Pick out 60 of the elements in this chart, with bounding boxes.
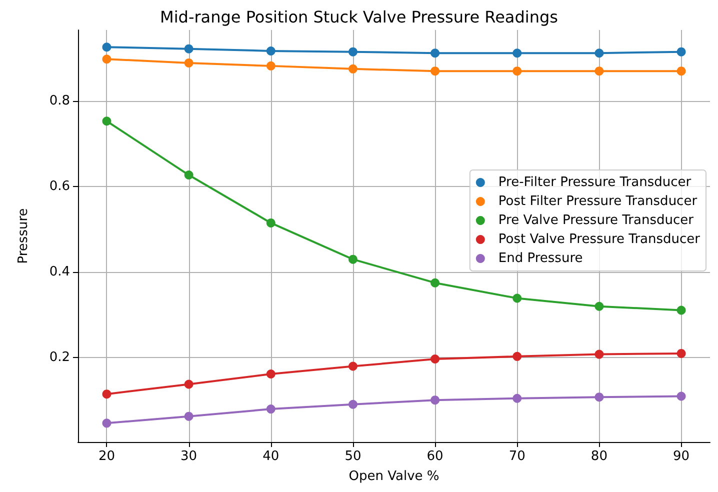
point xyxy=(676,306,686,315)
point xyxy=(102,54,112,64)
point xyxy=(102,116,112,126)
point xyxy=(430,354,440,364)
y-tick-label: 0.6 xyxy=(49,179,70,194)
legend-label: Pre Valve Pressure Transducer xyxy=(498,213,694,228)
legend-label: Post Filter Pressure Transducer xyxy=(498,194,698,209)
point xyxy=(184,170,194,180)
point xyxy=(102,390,112,399)
point xyxy=(594,48,604,58)
point xyxy=(348,400,358,409)
point xyxy=(594,350,604,359)
point xyxy=(184,412,194,421)
point xyxy=(430,396,440,405)
point xyxy=(512,294,522,303)
x-tick-label: 80 xyxy=(590,449,608,464)
point xyxy=(676,66,686,76)
point xyxy=(594,392,604,402)
point xyxy=(266,404,276,414)
y-tick-label: 0.8 xyxy=(49,94,70,109)
point xyxy=(676,348,686,358)
point xyxy=(512,66,522,76)
point xyxy=(512,352,522,361)
point xyxy=(594,66,604,76)
y-tick-label: 0.4 xyxy=(49,264,70,280)
point xyxy=(266,369,276,378)
x-tick-label: 60 xyxy=(426,449,444,464)
point xyxy=(430,66,440,76)
point xyxy=(594,302,604,311)
x-tick-label: 30 xyxy=(180,449,198,464)
point xyxy=(266,61,276,70)
legend-label: Pre-Filter Pressure Transducer xyxy=(498,175,692,190)
point xyxy=(430,278,440,288)
point xyxy=(676,392,686,401)
point xyxy=(512,394,522,403)
point xyxy=(348,64,358,74)
point xyxy=(348,254,358,264)
legend-label: Post Valve Pressure Transducer xyxy=(498,232,701,247)
point xyxy=(184,58,194,68)
point xyxy=(102,42,112,52)
x-tick-label: 40 xyxy=(262,449,280,464)
chart-title: Mid-range Position Stuck Valve Pressure Readings xyxy=(160,8,558,26)
point xyxy=(676,47,686,56)
legend-label: End Pressure xyxy=(498,251,583,266)
point xyxy=(266,218,276,228)
point xyxy=(348,362,358,371)
point xyxy=(184,380,194,389)
y-axis-title: Pressure xyxy=(16,208,31,264)
point xyxy=(512,48,522,58)
point xyxy=(102,418,112,428)
x-tick-label: 70 xyxy=(508,449,526,464)
point xyxy=(184,44,194,54)
x-axis-title: Open Valve % xyxy=(348,469,440,484)
y-tick-label: 0.2 xyxy=(49,350,70,366)
x-tick-label: 90 xyxy=(673,449,690,464)
point xyxy=(266,46,276,56)
point xyxy=(348,47,358,56)
x-tick-label: 20 xyxy=(98,449,115,464)
point xyxy=(430,48,440,58)
x-tick-label: 50 xyxy=(344,449,362,464)
